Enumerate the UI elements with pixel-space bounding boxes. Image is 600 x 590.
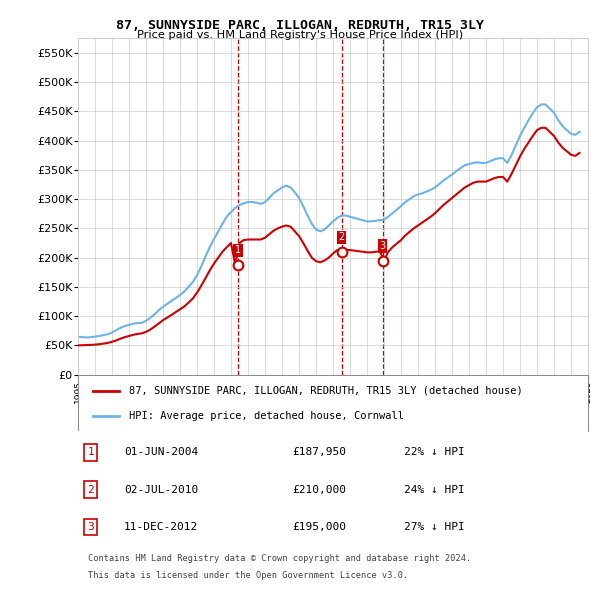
- Text: 11-DEC-2012: 11-DEC-2012: [124, 522, 198, 532]
- Text: £187,950: £187,950: [292, 447, 346, 457]
- Text: 2: 2: [338, 232, 344, 242]
- Text: 87, SUNNYSIDE PARC, ILLOGAN, REDRUTH, TR15 3LY: 87, SUNNYSIDE PARC, ILLOGAN, REDRUTH, TR…: [116, 19, 484, 32]
- Text: £210,000: £210,000: [292, 485, 346, 494]
- Text: 2: 2: [88, 485, 94, 494]
- Text: This data is licensed under the Open Government Licence v3.0.: This data is licensed under the Open Gov…: [88, 571, 409, 579]
- Text: 24% ↓ HPI: 24% ↓ HPI: [404, 485, 465, 494]
- Text: Price paid vs. HM Land Registry's House Price Index (HPI): Price paid vs. HM Land Registry's House …: [137, 31, 463, 40]
- Text: 02-JUL-2010: 02-JUL-2010: [124, 485, 198, 494]
- Text: 1: 1: [235, 245, 241, 255]
- Text: 22% ↓ HPI: 22% ↓ HPI: [404, 447, 465, 457]
- Text: 01-JUN-2004: 01-JUN-2004: [124, 447, 198, 457]
- Text: 87, SUNNYSIDE PARC, ILLOGAN, REDRUTH, TR15 3LY (detached house): 87, SUNNYSIDE PARC, ILLOGAN, REDRUTH, TR…: [129, 385, 523, 395]
- Text: 1: 1: [88, 447, 94, 457]
- Text: HPI: Average price, detached house, Cornwall: HPI: Average price, detached house, Corn…: [129, 411, 404, 421]
- Text: Contains HM Land Registry data © Crown copyright and database right 2024.: Contains HM Land Registry data © Crown c…: [88, 553, 472, 562]
- Text: 3: 3: [380, 241, 386, 251]
- Text: 3: 3: [88, 522, 94, 532]
- Text: 27% ↓ HPI: 27% ↓ HPI: [404, 522, 465, 532]
- Text: £195,000: £195,000: [292, 522, 346, 532]
